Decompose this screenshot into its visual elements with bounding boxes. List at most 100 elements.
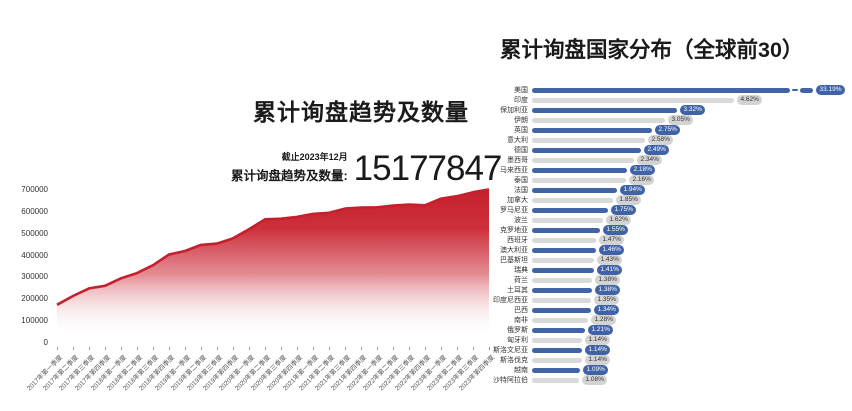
country-label: 瑞典 <box>514 267 528 274</box>
country-bar-group: 2.49% <box>532 145 670 155</box>
trend-x-tick-mark <box>73 347 74 350</box>
country-value-badge: 2.34% <box>637 155 663 165</box>
trend-y-tick-label: 400000 <box>21 250 48 260</box>
country-value-badge: 2.58% <box>648 135 674 145</box>
country-bar <box>532 257 594 263</box>
country-row: 克罗地亚 1.55% <box>470 225 852 235</box>
trend-stat-label: 累计询盘趋势及数量: <box>231 169 348 183</box>
trend-x-tick-mark <box>393 347 394 350</box>
country-label: 西班牙 <box>507 237 528 244</box>
country-value-badge: 2.18% <box>630 165 656 175</box>
country-bar <box>532 347 582 353</box>
trend-x-tick-mark <box>345 347 346 350</box>
country-value-badge: 4.62% <box>737 95 763 105</box>
trend-y-tick-label: 200000 <box>21 294 48 304</box>
country-bar <box>532 217 603 223</box>
trend-area-fill <box>57 189 489 344</box>
trend-x-tick-mark <box>89 347 90 350</box>
country-row: 越南 1.09% <box>470 365 852 375</box>
country-bar-rows: 美国 33.19% 印度 4.62% 保加利亚 3.32% 伊朗 3.05% 英国 2.75% 意大… <box>470 85 852 385</box>
country-label: 印度尼西亚 <box>493 297 528 304</box>
country-bar <box>532 357 582 363</box>
country-row: 南非 1.28% <box>470 315 852 325</box>
country-label: 巴西 <box>514 307 528 314</box>
trend-x-tick-mark <box>201 347 202 350</box>
trend-y-tick-label: 300000 <box>21 272 48 282</box>
country-bar-group: 1.85% <box>532 195 642 205</box>
country-bar-group: 1.08% <box>532 375 608 385</box>
country-row: 西班牙 1.47% <box>470 235 852 245</box>
trend-x-tick-mark <box>169 347 170 350</box>
country-row: 斯洛伐克 1.14% <box>470 355 852 365</box>
trend-x-tick-mark <box>265 347 266 350</box>
country-row: 美国 33.19% <box>470 85 852 95</box>
country-bar <box>532 177 626 183</box>
country-row: 匈牙利 1.14% <box>470 335 852 345</box>
country-value-badge: 1.34% <box>594 305 620 315</box>
trend-x-tick-mark <box>281 347 282 350</box>
country-value-badge: 1.09% <box>583 365 609 375</box>
axis-break <box>790 88 800 93</box>
country-bar <box>532 107 677 113</box>
country-value-badge: 1.41% <box>597 265 623 275</box>
country-bar <box>532 167 627 173</box>
country-label: 克罗地亚 <box>500 227 528 234</box>
country-value-badge: 1.46% <box>599 245 625 255</box>
country-bar-group: 1.94% <box>532 185 646 195</box>
country-label: 加拿大 <box>507 197 528 204</box>
trend-x-tick-mark <box>313 347 314 350</box>
country-bar <box>532 147 641 153</box>
country-value-badge: 1.21% <box>588 325 614 335</box>
trend-x-tick-mark <box>137 347 138 350</box>
country-bar-group: 1.21% <box>532 325 614 335</box>
country-row: 法国 1.94% <box>470 185 852 195</box>
country-label: 意大利 <box>507 137 528 144</box>
country-label: 沙特阿拉伯 <box>493 377 528 384</box>
country-row: 印度尼西亚 1.35% <box>470 295 852 305</box>
trend-x-tick-mark <box>57 347 58 350</box>
country-bar-group: 3.05% <box>532 115 694 125</box>
trend-x-tick-mark <box>105 347 106 350</box>
trend-x-tick-mark <box>121 347 122 350</box>
country-bar <box>532 307 591 313</box>
country-label: 罗马尼亚 <box>500 207 528 214</box>
country-bar-group: 2.75% <box>532 125 681 135</box>
country-label: 保加利亚 <box>500 107 528 114</box>
country-bar-group: 1.43% <box>532 255 623 265</box>
country-value-badge: 1.38% <box>595 275 621 285</box>
country-bar-group: 1.38% <box>532 285 621 295</box>
country-label: 德国 <box>514 147 528 154</box>
country-bar <box>532 267 594 273</box>
country-row: 沙特阿拉伯 1.08% <box>470 375 852 385</box>
trend-stat-block: 截止2023年12月 累计询盘趋势及数量: 15177847 <box>231 150 502 187</box>
country-bar-group: 1.41% <box>532 265 623 275</box>
country-bar-group: 2.58% <box>532 135 674 145</box>
trend-x-tick-mark <box>249 347 250 350</box>
country-bar-group: 1.47% <box>532 235 625 245</box>
country-bar <box>532 297 591 303</box>
country-value-badge: 2.49% <box>644 145 670 155</box>
country-value-badge: 1.08% <box>582 375 608 385</box>
country-bar-group: 1.55% <box>532 225 629 235</box>
country-label: 马来西亚 <box>500 167 528 174</box>
country-bar <box>532 187 617 193</box>
trend-x-tick-mark <box>185 347 186 350</box>
country-row: 巴基斯坦 1.43% <box>470 255 852 265</box>
trend-x-tick-mark <box>217 347 218 350</box>
country-value-badge: 1.62% <box>606 215 632 225</box>
country-row: 俄罗斯 1.21% <box>470 325 852 335</box>
country-label: 伊朗 <box>514 117 528 124</box>
country-bar <box>532 117 665 123</box>
country-value-badge: 1.47% <box>599 235 625 245</box>
trend-chart-title: 累计询盘趋势及数量 <box>253 99 469 125</box>
trend-x-tick-mark <box>473 347 474 350</box>
trend-x-tick-mark <box>297 347 298 350</box>
country-label: 越南 <box>514 367 528 374</box>
country-bar-group: 1.14% <box>532 345 611 355</box>
country-value-badge: 3.32% <box>680 105 706 115</box>
axis-break-dash <box>792 89 798 91</box>
country-row: 澳大利亚 1.46% <box>470 245 852 255</box>
country-bar-group: 1.35% <box>532 295 620 305</box>
country-chart-title: 累计询盘国家分布（全球前30） <box>500 38 804 62</box>
